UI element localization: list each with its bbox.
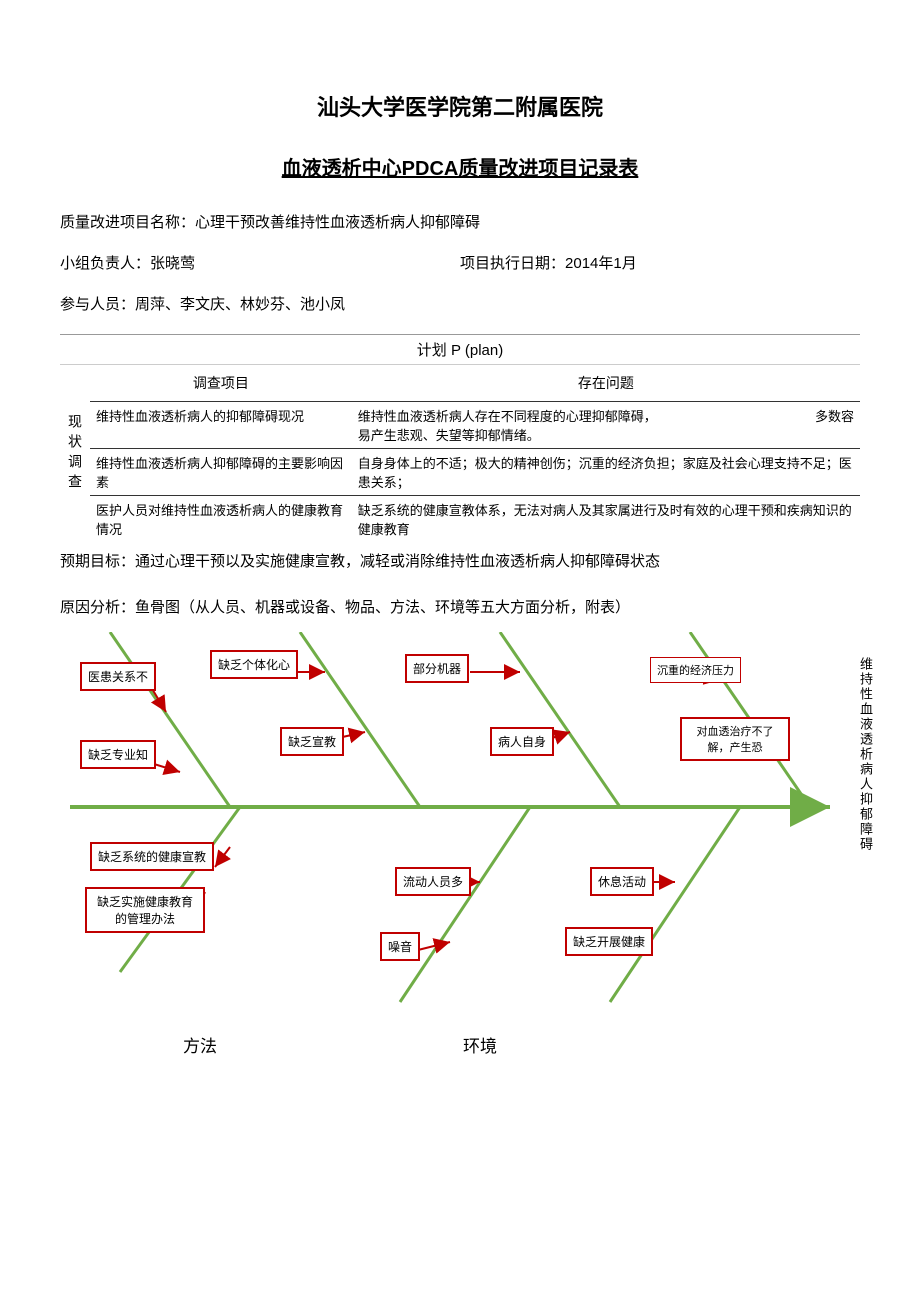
col-item-header: 调查项目 xyxy=(90,365,352,402)
project-name-label: 质量改进项目名称： xyxy=(60,214,195,231)
outcome-label: 预期目标： xyxy=(60,553,135,570)
fb-box: 部分机器 xyxy=(405,654,469,683)
expected-outcome: 预期目标：通过心理干预以及实施健康宣教，减轻或消除维持性血液透析病人抑郁障碍状态 xyxy=(60,550,860,571)
col-issue-header: 存在问题 xyxy=(352,365,860,402)
issue-part-c: 易产生悲观、失望等抑郁情绪。 xyxy=(358,425,854,444)
members-label: 参与人员： xyxy=(60,296,135,313)
fishbone-spine-label: 维持性血液透析病人抑郁障碍 xyxy=(856,657,875,917)
table-row: 医护人员对维持性血液透析病人的健康教育情况 缺乏系统的健康宣教体系，无法对病人及… xyxy=(90,496,860,543)
members-line: 参与人员：周萍、李文庆、林妙芬、池小凤 xyxy=(60,293,860,314)
analysis-text: 鱼骨图（从人员、机器或设备、物品、方法、环境等五大方面分析，附表） xyxy=(135,599,630,616)
fishbone-svg xyxy=(70,632,870,1012)
cell-item: 医护人员对维持性血液透析病人的健康教育情况 xyxy=(90,496,352,543)
fb-box: 流动人员多 xyxy=(395,867,471,896)
fb-box: 沉重的经济压力 xyxy=(650,657,741,683)
survey-table: 调查项目 存在问题 维持性血液透析病人的抑郁障碍现况 维持性血液透析病人存在不同… xyxy=(90,365,860,542)
document-title: 血液透析中心PDCA质量改进项目记录表 xyxy=(60,152,860,181)
cell-issue: 维持性血液透析病人存在不同程度的心理抑郁障碍， 多数容 易产生悲观、失望等抑郁情… xyxy=(352,402,860,449)
red-arrow xyxy=(215,847,230,867)
fb-box: 缺乏宣教 xyxy=(280,727,344,756)
fb-box: 休息活动 xyxy=(590,867,654,896)
fb-box: 医患关系不 xyxy=(80,662,156,691)
issue-part-a: 维持性血液透析病人存在不同程度的心理抑郁障碍， xyxy=(358,406,657,425)
exec-date: 2014年1月 xyxy=(565,255,637,272)
bone-line xyxy=(610,807,740,1002)
project-name: 心理干预改善维持性血液透析病人抑郁障碍 xyxy=(195,214,480,231)
plan-title: 计划 P (plan) xyxy=(60,335,860,365)
fb-box: 对血透治疗不了解，产生恐 xyxy=(680,717,790,761)
bone-line xyxy=(500,632,620,807)
fb-box: 噪音 xyxy=(380,932,420,961)
table-row: 维持性血液透析病人抑郁障碍的主要影响因素 自身身体上的不适；极大的精神创伤；沉重… xyxy=(90,449,860,496)
fb-box: 缺乏专业知 xyxy=(80,740,156,769)
project-name-line: 质量改进项目名称：心理干预改善维持性血液透析病人抑郁障碍 xyxy=(60,211,860,232)
exec-date-line: 项目执行日期：2014年1月 xyxy=(460,252,860,273)
fishbone-bottom-labels: 方法 环境 xyxy=(60,1032,860,1057)
hospital-title: 汕头大学医学院第二附属医院 xyxy=(60,90,860,122)
fb-box: 缺乏开展健康 xyxy=(565,927,653,956)
survey-side-label: 现状调查 xyxy=(60,365,90,542)
bottom-label-method: 方法 xyxy=(60,1032,340,1057)
bottom-label-env: 环境 xyxy=(340,1032,620,1057)
analysis-line: 原因分析：鱼骨图（从人员、机器或设备、物品、方法、环境等五大方面分析，附表） xyxy=(60,596,860,617)
fb-box: 病人自身 xyxy=(490,727,554,756)
fishbone-diagram: 医患关系不 缺乏个体化心 部分机器 沉重的经济压力 缺乏专业知 缺乏宣教 病人自… xyxy=(70,632,870,1012)
bone-line xyxy=(300,632,420,807)
cell-item: 维持性血液透析病人的抑郁障碍现况 xyxy=(90,402,352,449)
table-row: 维持性血液透析病人的抑郁障碍现况 维持性血液透析病人存在不同程度的心理抑郁障碍，… xyxy=(90,402,860,449)
cell-issue: 自身身体上的不适；极大的精神创伤；沉重的经济负担；家庭及社会心理支持不足；医患关… xyxy=(352,449,860,496)
fb-box: 缺乏个体化心 xyxy=(210,650,298,679)
leader-name: 张晓莺 xyxy=(150,255,195,272)
analysis-label: 原因分析： xyxy=(60,599,135,616)
plan-section: 计划 P (plan) 现状调查 调查项目 存在问题 维持性血液透析病人的抑郁障… xyxy=(60,334,860,542)
leader-label: 小组负责人： xyxy=(60,255,150,272)
outcome-text: 通过心理干预以及实施健康宣教，减轻或消除维持性血液透析病人抑郁障碍状态 xyxy=(135,553,660,570)
cell-issue: 缺乏系统的健康宣教体系，无法对病人及其家属进行及时有效的心理干预和疾病知识的健康… xyxy=(352,496,860,543)
fb-box: 缺乏实施健康教育的管理办法 xyxy=(85,887,205,933)
table-header-row: 调查项目 存在问题 xyxy=(90,365,860,402)
issue-part-b: 多数容 xyxy=(815,406,854,425)
leader-line: 小组负责人：张晓莺 xyxy=(60,252,460,273)
leader-date-row: 小组负责人：张晓莺 项目执行日期：2014年1月 xyxy=(60,252,860,273)
bone-line xyxy=(400,807,530,1002)
members: 周萍、李文庆、林妙芬、池小凤 xyxy=(135,296,345,313)
fb-box: 缺乏系统的健康宣教 xyxy=(90,842,214,871)
cell-item: 维持性血液透析病人抑郁障碍的主要影响因素 xyxy=(90,449,352,496)
exec-date-label: 项目执行日期： xyxy=(460,255,565,272)
